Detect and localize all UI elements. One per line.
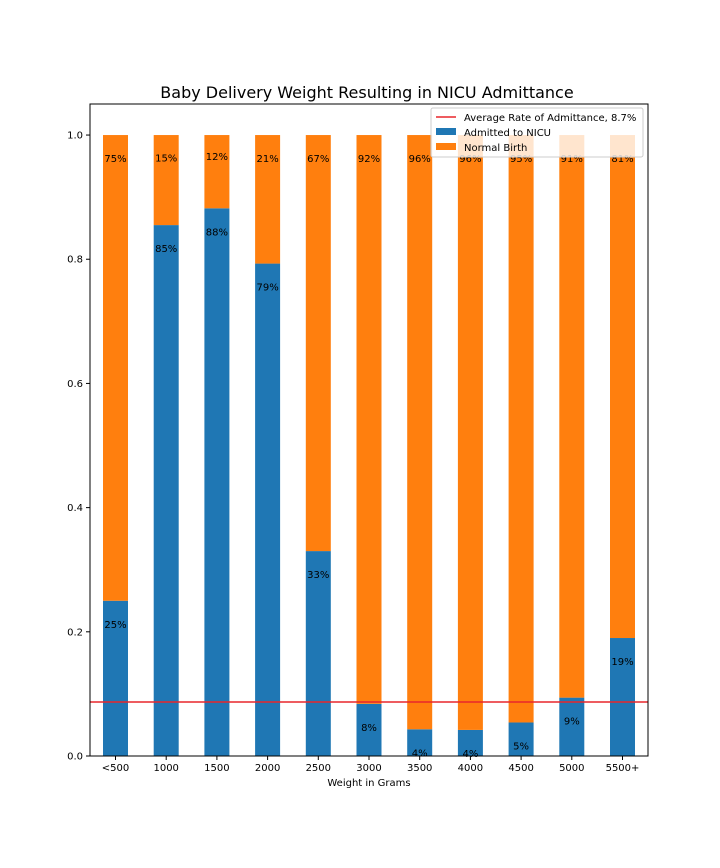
bar-label-normal-10: 81%: [611, 154, 633, 165]
x-tick-label-8: 4500: [508, 763, 533, 774]
bar-normal-2: [204, 135, 230, 209]
y-tick-label-2: 0.4: [67, 503, 83, 514]
y-tick-label-4: 0.8: [67, 255, 83, 266]
bar-label-normal-4: 67%: [307, 154, 329, 165]
bar-label-normal-7: 96%: [459, 154, 481, 165]
bar-admitted-7: [457, 729, 483, 756]
bar-admitted-4: [305, 551, 331, 756]
x-axis-label: Weight in Grams: [327, 778, 410, 789]
x-tick-label-5: 3000: [356, 763, 381, 774]
bar-label-normal-1: 15%: [155, 154, 177, 165]
bar-admitted-0: [103, 600, 128, 756]
legend-swatch-admitted: [436, 128, 456, 135]
bar-label-admitted-0: 25%: [104, 620, 126, 631]
x-tick-label-1: 1000: [153, 763, 178, 774]
axes-layer: 0.0 0.2 0.4 0.6 0.8 1.0 <500 1000 1500 2000 2500 30…: [67, 103, 649, 774]
bar-label-admitted-5: 8%: [361, 723, 377, 734]
bar-label-admitted-9: 9%: [564, 717, 580, 728]
bar-admitted-5: [356, 703, 382, 756]
x-tick-label-4: 2500: [306, 763, 331, 774]
legend-label-admitted: Admitted to NICU: [464, 128, 551, 139]
bar-admitted-10: [610, 638, 635, 756]
bar-label-normal-5: 92%: [358, 154, 380, 165]
legend-swatch-normal: [436, 143, 456, 150]
bar-normal-10: [610, 135, 635, 639]
bar-admitted-6: [407, 729, 433, 756]
bar-label-admitted-7: 4%: [462, 749, 478, 760]
bar-admitted-1: [153, 225, 179, 757]
y-tick-label-5: 1.0: [67, 131, 83, 142]
legend: Average Rate of Admittance, 8.7% Admitted…: [430, 107, 644, 158]
bar-normal-8: [508, 135, 534, 723]
x-tick-label-10: 5500+: [606, 763, 640, 774]
bar-normal-1: [153, 135, 179, 226]
bar-label-admitted-3: 79%: [256, 283, 278, 294]
bar-admitted-3: [255, 263, 281, 756]
legend-box: [430, 107, 644, 158]
bar-admitted-9: [559, 697, 585, 756]
chart-title: Baby Delivery Weight Resulting in NICU A…: [160, 83, 573, 102]
bar-normal-9: [559, 135, 585, 698]
x-tick-label-2: 1500: [204, 763, 229, 774]
bar-normal-0: [103, 135, 128, 601]
x-tick-label-7: 4000: [458, 763, 483, 774]
bar-normal-4: [305, 135, 331, 552]
bar-label-admitted-10: 19%: [611, 657, 633, 668]
bar-normal-3: [255, 135, 281, 264]
bar-label-admitted-6: 4%: [412, 748, 428, 759]
y-tick-label-0: 0.0: [67, 752, 83, 763]
x-tick-label-0: <500: [102, 763, 129, 774]
legend-label-average: Average Rate of Admittance, 8.7%: [464, 113, 636, 124]
bar-label-normal-3: 21%: [256, 154, 278, 165]
bar-admitted-8: [508, 722, 534, 756]
y-tick-label-1: 0.2: [67, 627, 83, 638]
bar-labels-layer: 25% 75% 85% 15% 88% 12% 79% 21% 33% 67% 8% 92% 4% 96%…: [104, 152, 633, 760]
bar-normal-7: [457, 135, 483, 730]
bars-layer: [103, 135, 635, 757]
bar-label-normal-8: 95%: [510, 154, 532, 165]
bar-normal-5: [356, 135, 382, 704]
bar-admitted-2: [204, 208, 230, 756]
bar-normal-6: [407, 135, 433, 730]
bar-label-normal-6: 96%: [409, 154, 431, 165]
y-tick-label-3: 0.6: [67, 379, 83, 390]
x-tick-label-3: 2000: [255, 763, 280, 774]
bar-label-admitted-1: 85%: [155, 244, 177, 255]
bar-label-normal-2: 12%: [206, 152, 228, 163]
legend-label-normal: Normal Birth: [464, 143, 527, 154]
bar-label-admitted-2: 88%: [206, 227, 228, 238]
bar-label-normal-9: 91%: [561, 154, 583, 165]
x-tick-label-6: 3500: [407, 763, 432, 774]
x-tick-label-9: 5000: [559, 763, 584, 774]
bar-label-admitted-8: 5%: [513, 741, 529, 752]
bar-label-normal-0: 75%: [104, 154, 126, 165]
bar-label-admitted-4: 33%: [307, 570, 329, 581]
